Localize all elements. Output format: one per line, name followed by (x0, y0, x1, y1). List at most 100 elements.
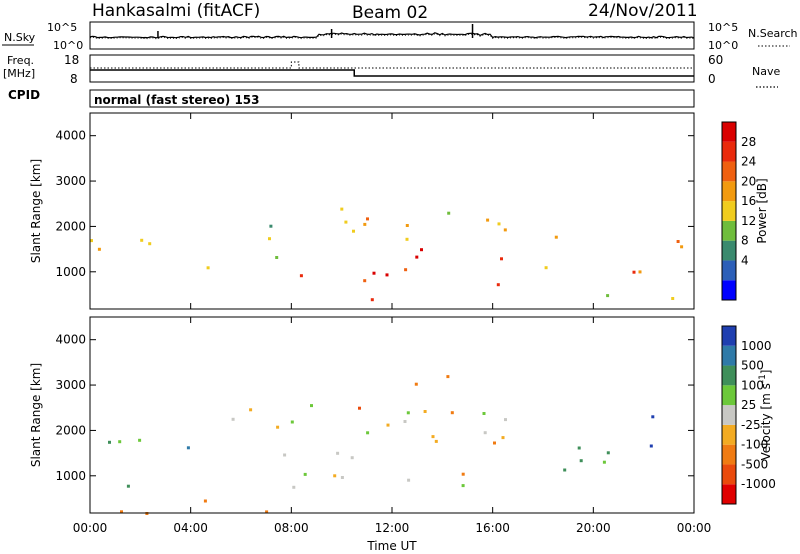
velocity-cell (303, 472, 307, 476)
velocity-cell (414, 382, 418, 386)
velocity-cell (483, 431, 487, 435)
cpid-text: normal (fast stereo) 153 (94, 93, 260, 107)
power-cell (500, 257, 503, 261)
power-colorbar-tick: 12 (741, 214, 756, 228)
velocity-cell (292, 485, 296, 489)
power-colorbar-segment (722, 240, 736, 261)
velocity-panel-frame (89, 316, 695, 514)
velocity-cell (310, 404, 313, 408)
power-colorbar-tick: 4 (741, 253, 749, 267)
velocity-cell (606, 451, 610, 455)
velocity-colorbar-tick: -100 (741, 438, 768, 452)
xtick-label: 04:00 (173, 521, 208, 535)
velocity-cell (482, 412, 486, 415)
nave-series (90, 69, 694, 77)
velocity-colorbar: 1000 500 100 25 -25 -100 -500 -1000 (721, 325, 776, 505)
nsky-label: N.Sky (4, 31, 36, 44)
freq-label: Freq. (7, 54, 34, 67)
power-cell (370, 298, 374, 302)
freq-tick-bottom: 8 (70, 72, 78, 86)
velocity-label-main: Velocity [m s (759, 383, 773, 460)
power-colorbar-tick: 8 (741, 234, 749, 248)
power-cell (415, 255, 419, 259)
velocity-cell (446, 375, 450, 379)
velocity-cell (108, 440, 111, 444)
velocity-colorbar-segment (722, 405, 736, 425)
power-cell (275, 256, 279, 259)
power-cell (486, 218, 490, 222)
velocity-cell (431, 435, 435, 439)
date-title: 24/Nov/2011 (588, 1, 698, 21)
velocity-cell (340, 476, 344, 479)
velocity-cell (336, 451, 340, 455)
velocity-colorbar-frame (721, 325, 737, 505)
nave-tick-top: 60 (708, 53, 723, 67)
velocity-cell (602, 460, 606, 464)
xtick-label: 16:00 (475, 521, 510, 535)
power-cell (405, 224, 409, 227)
velocity-y-axis-label: Slant Range [km] (29, 363, 43, 467)
power-cell (299, 274, 303, 278)
nsky-line (89, 24, 695, 40)
velocity-colorbar-segment (722, 385, 736, 406)
velocity-cell (186, 446, 190, 450)
velocity-cell (126, 484, 130, 488)
freq-series (90, 61, 694, 69)
power-cell (97, 247, 101, 251)
velocity-colorbar-segment (722, 326, 736, 346)
power-colorbar-segment (722, 161, 736, 182)
velocity-cell (579, 459, 583, 463)
nsearch-tick-bottom: 10^0 (708, 39, 738, 52)
power-cell (344, 220, 348, 224)
velocity-colorbar-segment (722, 345, 736, 366)
power-panel-frame (89, 112, 695, 310)
velocity-cell (231, 417, 235, 421)
freq-lines (90, 61, 694, 77)
x-axis: 00:00 04:00 08:00 12:00 16:00 20:00 00:00 (73, 113, 712, 535)
power-colorbar-segment (722, 181, 736, 202)
freq-tick-top: 18 (64, 53, 79, 67)
power-colorbar-segment (722, 280, 736, 300)
velocity-colorbar-segment (722, 365, 736, 386)
velocity-cell (120, 510, 123, 514)
velocity-cell (283, 453, 287, 457)
power-colorbar-segment (722, 201, 736, 221)
power-cell (676, 240, 680, 243)
velocity-cell (501, 436, 505, 440)
power-cell (340, 207, 344, 211)
power-cell (352, 229, 355, 233)
power-ytick-label: 3000 (55, 174, 86, 188)
power-colorbar-label: Power [dB] (755, 178, 769, 243)
power-cell (363, 222, 367, 226)
power-cell (447, 211, 451, 215)
power-colorbar-tick: 28 (741, 135, 756, 149)
velocity-cell (290, 420, 294, 424)
power-ytick-label: 4000 (55, 129, 86, 143)
velocity-cell (138, 438, 142, 442)
cpid-label: CPID (8, 88, 40, 102)
nsearch-label: N.Search (748, 27, 798, 40)
x-axis-label: Time UT (366, 539, 417, 553)
nave-tick-bottom: 0 (708, 72, 716, 86)
xtick-label: 20:00 (576, 521, 611, 535)
velocity-cell (651, 415, 655, 419)
velocity-colorbar-label: Velocity [m s-1] (758, 370, 773, 461)
velocity-cell (461, 472, 465, 476)
power-cell (404, 268, 408, 272)
velocity-colorbar-tick: 1000 (741, 339, 772, 353)
power-cell (638, 270, 642, 274)
nsky-panel-frame (89, 21, 695, 50)
power-colorbar-tick: 20 (741, 174, 756, 188)
velocity-cell (203, 499, 207, 503)
power-colorbar-segment (722, 141, 736, 162)
power-colorbar-tick: 16 (741, 194, 756, 208)
velocity-cell (276, 425, 280, 429)
velocity-label-sup: -1 (758, 374, 768, 383)
xtick-label: 00:00 (677, 521, 712, 535)
station-title: Hankasalmi (fitACF) (92, 1, 260, 21)
velocity-colorbar-tick: 500 (741, 359, 764, 373)
power-colorbar-segment (722, 260, 736, 281)
power-cell (503, 228, 507, 232)
power-heatmap (90, 207, 684, 302)
power-cell (420, 248, 423, 252)
